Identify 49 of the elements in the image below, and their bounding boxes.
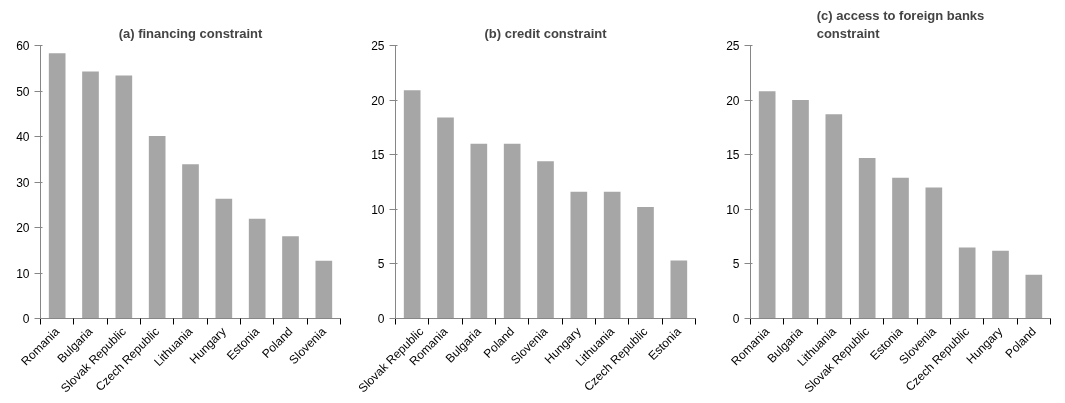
y-tick-label: 25 xyxy=(371,39,385,53)
chart-title: (c) access to foreign banks constraint xyxy=(816,7,985,41)
bar xyxy=(215,198,233,319)
y-tick-label: 10 xyxy=(726,202,740,217)
bar xyxy=(858,157,876,319)
y-tick-label: 0 xyxy=(22,312,30,326)
bar xyxy=(758,91,776,319)
bar xyxy=(925,187,943,319)
y-tick-label: 20 xyxy=(726,93,740,108)
y-tick-label: 30 xyxy=(16,175,30,190)
y-tick-label: 50 xyxy=(16,84,30,99)
chart-title: (b) credit constraint xyxy=(484,25,608,41)
bar xyxy=(958,247,976,319)
bar xyxy=(182,164,199,319)
y-tick-label: 25 xyxy=(726,39,740,53)
bar xyxy=(48,53,66,319)
bar xyxy=(403,90,421,319)
y-tick-label: 10 xyxy=(16,266,30,281)
bar xyxy=(470,143,488,319)
y-tick-label: 15 xyxy=(371,148,385,163)
y-tick-label: 5 xyxy=(377,257,385,272)
y-tick-label: 5 xyxy=(732,257,740,272)
y-tick-label: 15 xyxy=(726,148,740,163)
bar xyxy=(82,71,99,319)
bar xyxy=(792,100,809,319)
y-tick-label: 0 xyxy=(377,312,385,326)
bar xyxy=(992,250,1009,319)
y-tick-label: 40 xyxy=(16,130,30,144)
chart-title: (a) financing constraint xyxy=(118,25,264,41)
bar xyxy=(282,236,299,319)
y-tick-label: 0 xyxy=(732,312,740,326)
bar xyxy=(503,143,521,319)
bar xyxy=(892,177,909,319)
bar xyxy=(603,191,621,319)
bar xyxy=(315,260,333,319)
bar xyxy=(437,117,454,319)
bar xyxy=(537,161,554,319)
bar xyxy=(670,260,688,319)
y-tick-label: 10 xyxy=(371,202,385,217)
y-tick-label: 20 xyxy=(371,93,385,108)
bar xyxy=(637,207,654,319)
bar xyxy=(115,75,133,319)
y-tick-label: 60 xyxy=(16,39,30,53)
bar xyxy=(825,114,843,319)
bar xyxy=(248,218,266,319)
y-tick-label: 20 xyxy=(16,221,30,235)
bar xyxy=(1025,274,1043,319)
bar xyxy=(148,136,166,319)
bar xyxy=(570,191,588,319)
